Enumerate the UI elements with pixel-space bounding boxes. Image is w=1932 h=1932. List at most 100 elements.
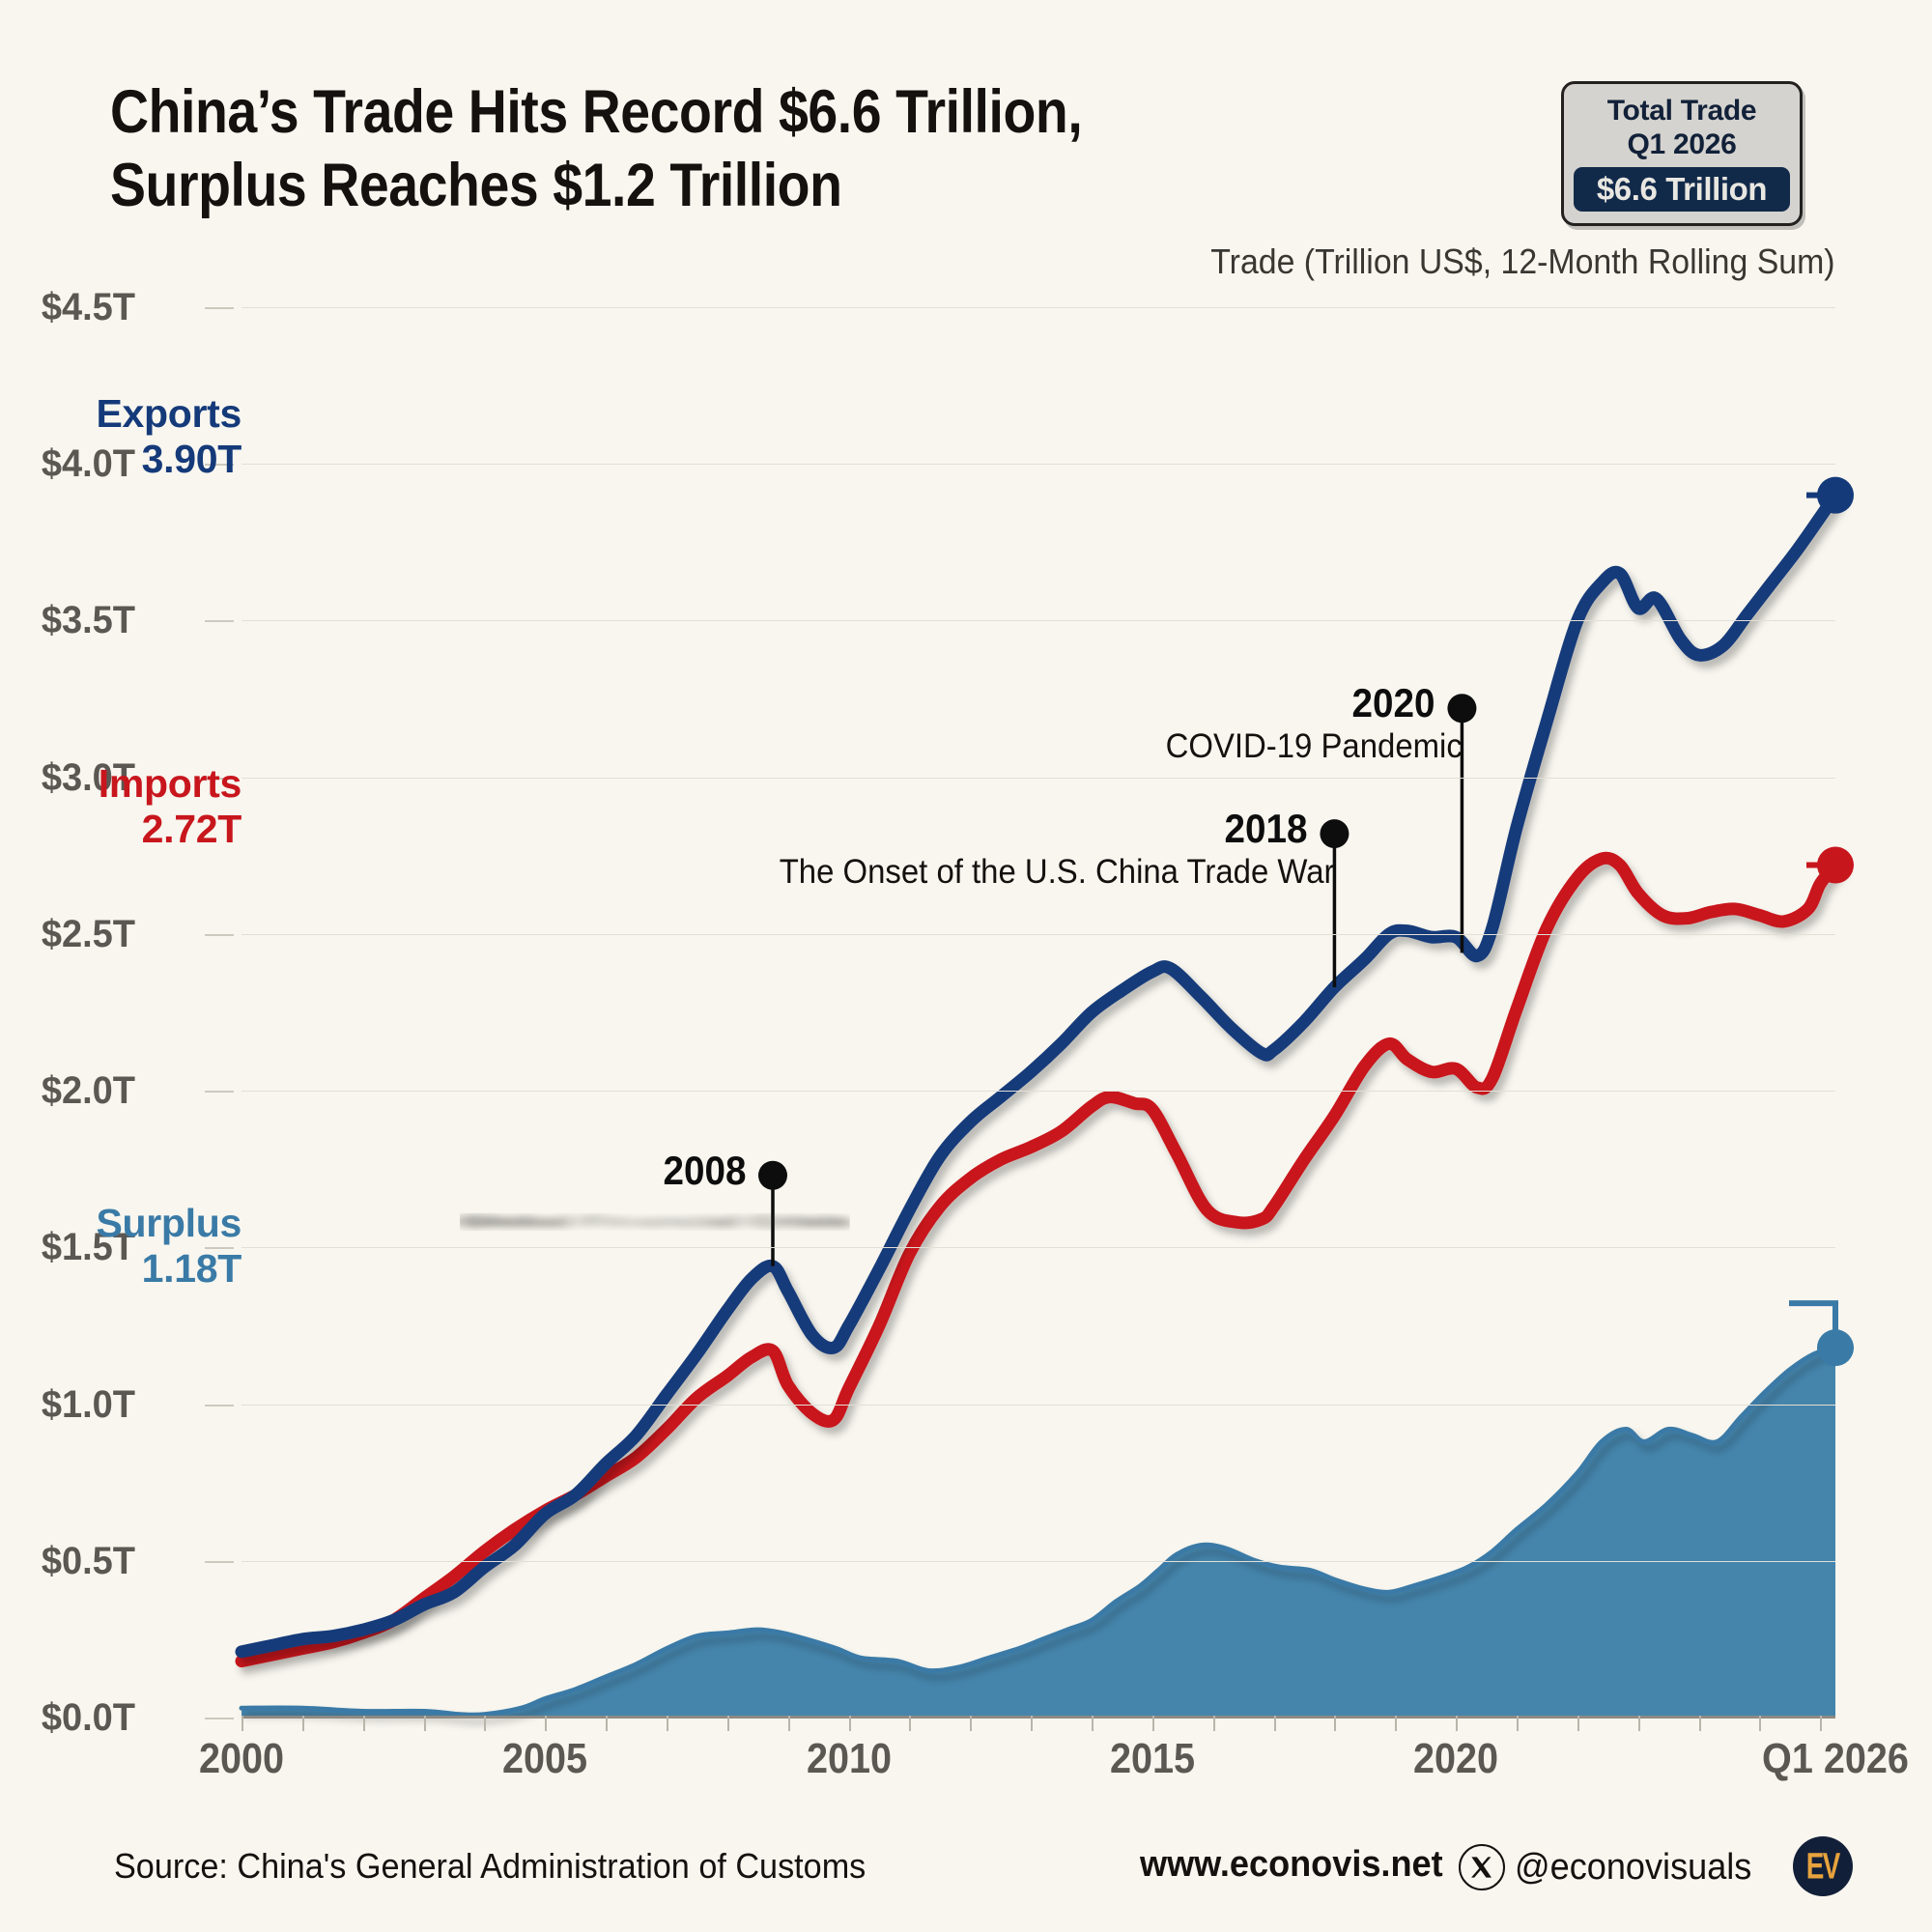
x-axis-tick (1212, 1716, 1215, 1731)
x-axis-tick (606, 1716, 609, 1731)
x-axis-tick (1517, 1716, 1519, 1731)
econovis-logo: EV (1793, 1836, 1853, 1896)
y-axis-label: $3.5T (41, 599, 135, 642)
exports-series-label-value: 3.90T (141, 436, 242, 481)
x-axis-tick (1273, 1716, 1276, 1731)
imports-endpoint (1817, 846, 1854, 884)
annotation-text: The Onset of the U.S. China Trade War (779, 853, 1335, 892)
y-axis-tick (205, 620, 234, 623)
surplus-endpoint (1817, 1329, 1854, 1367)
x-axis-tick (1759, 1716, 1762, 1731)
annotation-2020: 2020 COVID-19 Pandemic (1165, 680, 1462, 766)
x-axis-tick (970, 1716, 973, 1731)
y-axis-label: $1.5T (41, 1226, 135, 1269)
annotation-text: COVID-19 Pandemic (1165, 727, 1463, 766)
chart-subtitle: Trade (Trillion US$, 12-Month Rolling Su… (1210, 242, 1835, 281)
source-text: Source: China's General Administration o… (114, 1846, 867, 1886)
annotation-dot (1320, 819, 1350, 849)
x-axis-tick (1395, 1716, 1398, 1731)
footer: Source: China's General Administration o… (0, 1836, 1932, 1932)
x-axis-tick (242, 1716, 243, 1731)
badge-label-line-1: Total Trade (1606, 95, 1757, 127)
annotation-dot (758, 1160, 787, 1190)
gridline (242, 464, 1835, 466)
surplus-area (242, 1348, 1835, 1718)
gridline (242, 1247, 1835, 1249)
title-line-1: China’s Trade Hits Record $6.6 Trillion, (110, 78, 1083, 146)
x-twitter-icon (1459, 1844, 1505, 1890)
x-axis-tick (484, 1716, 487, 1731)
imports-series-label-value: 2.72T (141, 806, 242, 851)
y-axis-tick (205, 1404, 234, 1406)
annotation-year: 2008 (663, 1147, 746, 1193)
smeared-annotation-artifact: Global Financial Crisis (460, 1212, 851, 1231)
y-axis-label: $2.5T (41, 912, 135, 955)
x-axis-tick (423, 1716, 426, 1731)
surplus-series-label-name: Surplus (96, 1201, 242, 1246)
y-axis-label: $4.5T (41, 286, 135, 328)
x-axis-tick (1577, 1716, 1579, 1731)
badge-value: $6.6 Trillion (1574, 167, 1790, 212)
y-axis-tick (205, 777, 234, 780)
exports-series-label-name: Exports (96, 390, 242, 436)
exports-line (235, 489, 1842, 1659)
exports-series-label: Exports 3.90T (96, 391, 242, 482)
annotation-2008: 2008 (656, 1147, 746, 1193)
page-title: China’s Trade Hits Record $6.6 Trillion,… (110, 75, 1385, 222)
y-axis-tick (205, 1091, 234, 1094)
x-axis-label: 2005 (502, 1735, 588, 1782)
y-axis-label: $3.0T (41, 755, 135, 799)
y-axis-tick (205, 933, 234, 936)
x-axis-tick (787, 1716, 790, 1731)
y-axis-label: $2.0T (41, 1069, 135, 1113)
title-line-2: Surplus Reaches $1.2 Trillion (110, 152, 842, 219)
y-axis-tick (205, 1560, 234, 1563)
y-axis-label: $0.5T (41, 1539, 135, 1582)
chart-svg (235, 476, 1854, 1718)
y-axis-tick (205, 1247, 234, 1250)
surplus-series-label: Surplus 1.18T (96, 1201, 242, 1292)
x-axis-tick (667, 1716, 668, 1731)
x-axis-tick (1092, 1716, 1094, 1731)
x-axis-tick (1637, 1716, 1640, 1731)
gridline (242, 777, 1835, 779)
imports-series-label: Imports 2.72T (99, 761, 242, 852)
x-axis-label: Q1 2026 (1762, 1735, 1909, 1782)
y-axis-tick (205, 307, 234, 309)
total-trade-badge: Total Trade Q1 2026 $6.6 Trillion (1561, 81, 1803, 226)
x-axis-tick (848, 1716, 851, 1731)
x-axis-label: 2015 (1109, 1735, 1195, 1782)
y-axis-label: $0.0T (41, 1696, 135, 1739)
x-axis-tick (1031, 1716, 1034, 1731)
y-axis-tick (205, 1718, 234, 1719)
gridline (242, 933, 1835, 935)
annotation-2018: 2018 The Onset of the U.S. China Trade Wa… (780, 806, 1335, 892)
x-axis-tick (1334, 1716, 1337, 1731)
y-axis-tick (205, 464, 234, 467)
x-axis-label: 2010 (806, 1735, 892, 1782)
logo-text: EV (1806, 1845, 1841, 1887)
imports-series-label-name: Imports (98, 760, 242, 806)
gridline (242, 307, 1835, 308)
y-axis-label: $1.0T (41, 1382, 135, 1426)
x-axis-label: 2020 (1413, 1735, 1499, 1782)
social-handle-group[interactable]: @econovisuals (1459, 1844, 1764, 1890)
annotation-year: 2020 (1351, 680, 1435, 726)
x-axis-tick (909, 1716, 912, 1731)
surplus-line (239, 1345, 1838, 1718)
surplus-leader (1789, 1300, 1838, 1333)
x-axis-label: 2000 (198, 1735, 285, 1782)
x-axis-line (242, 1716, 1835, 1719)
gridline (242, 1091, 1835, 1093)
badge-label-line-2: Q1 2026 (1627, 128, 1737, 160)
x-axis-tick (1151, 1716, 1154, 1731)
website-link[interactable]: www.econovis.net (1140, 1844, 1443, 1885)
surplus-series-label-value: 1.18T (141, 1246, 242, 1292)
gridline (242, 1404, 1835, 1406)
x-axis-tick (726, 1716, 729, 1731)
gridline (242, 620, 1835, 622)
annotation-year: 2018 (1224, 806, 1308, 852)
chart-plot-area: Trade (Trillion US$, 12-Month Rolling Su… (42, 242, 1909, 1782)
x-axis-tick (545, 1716, 548, 1731)
